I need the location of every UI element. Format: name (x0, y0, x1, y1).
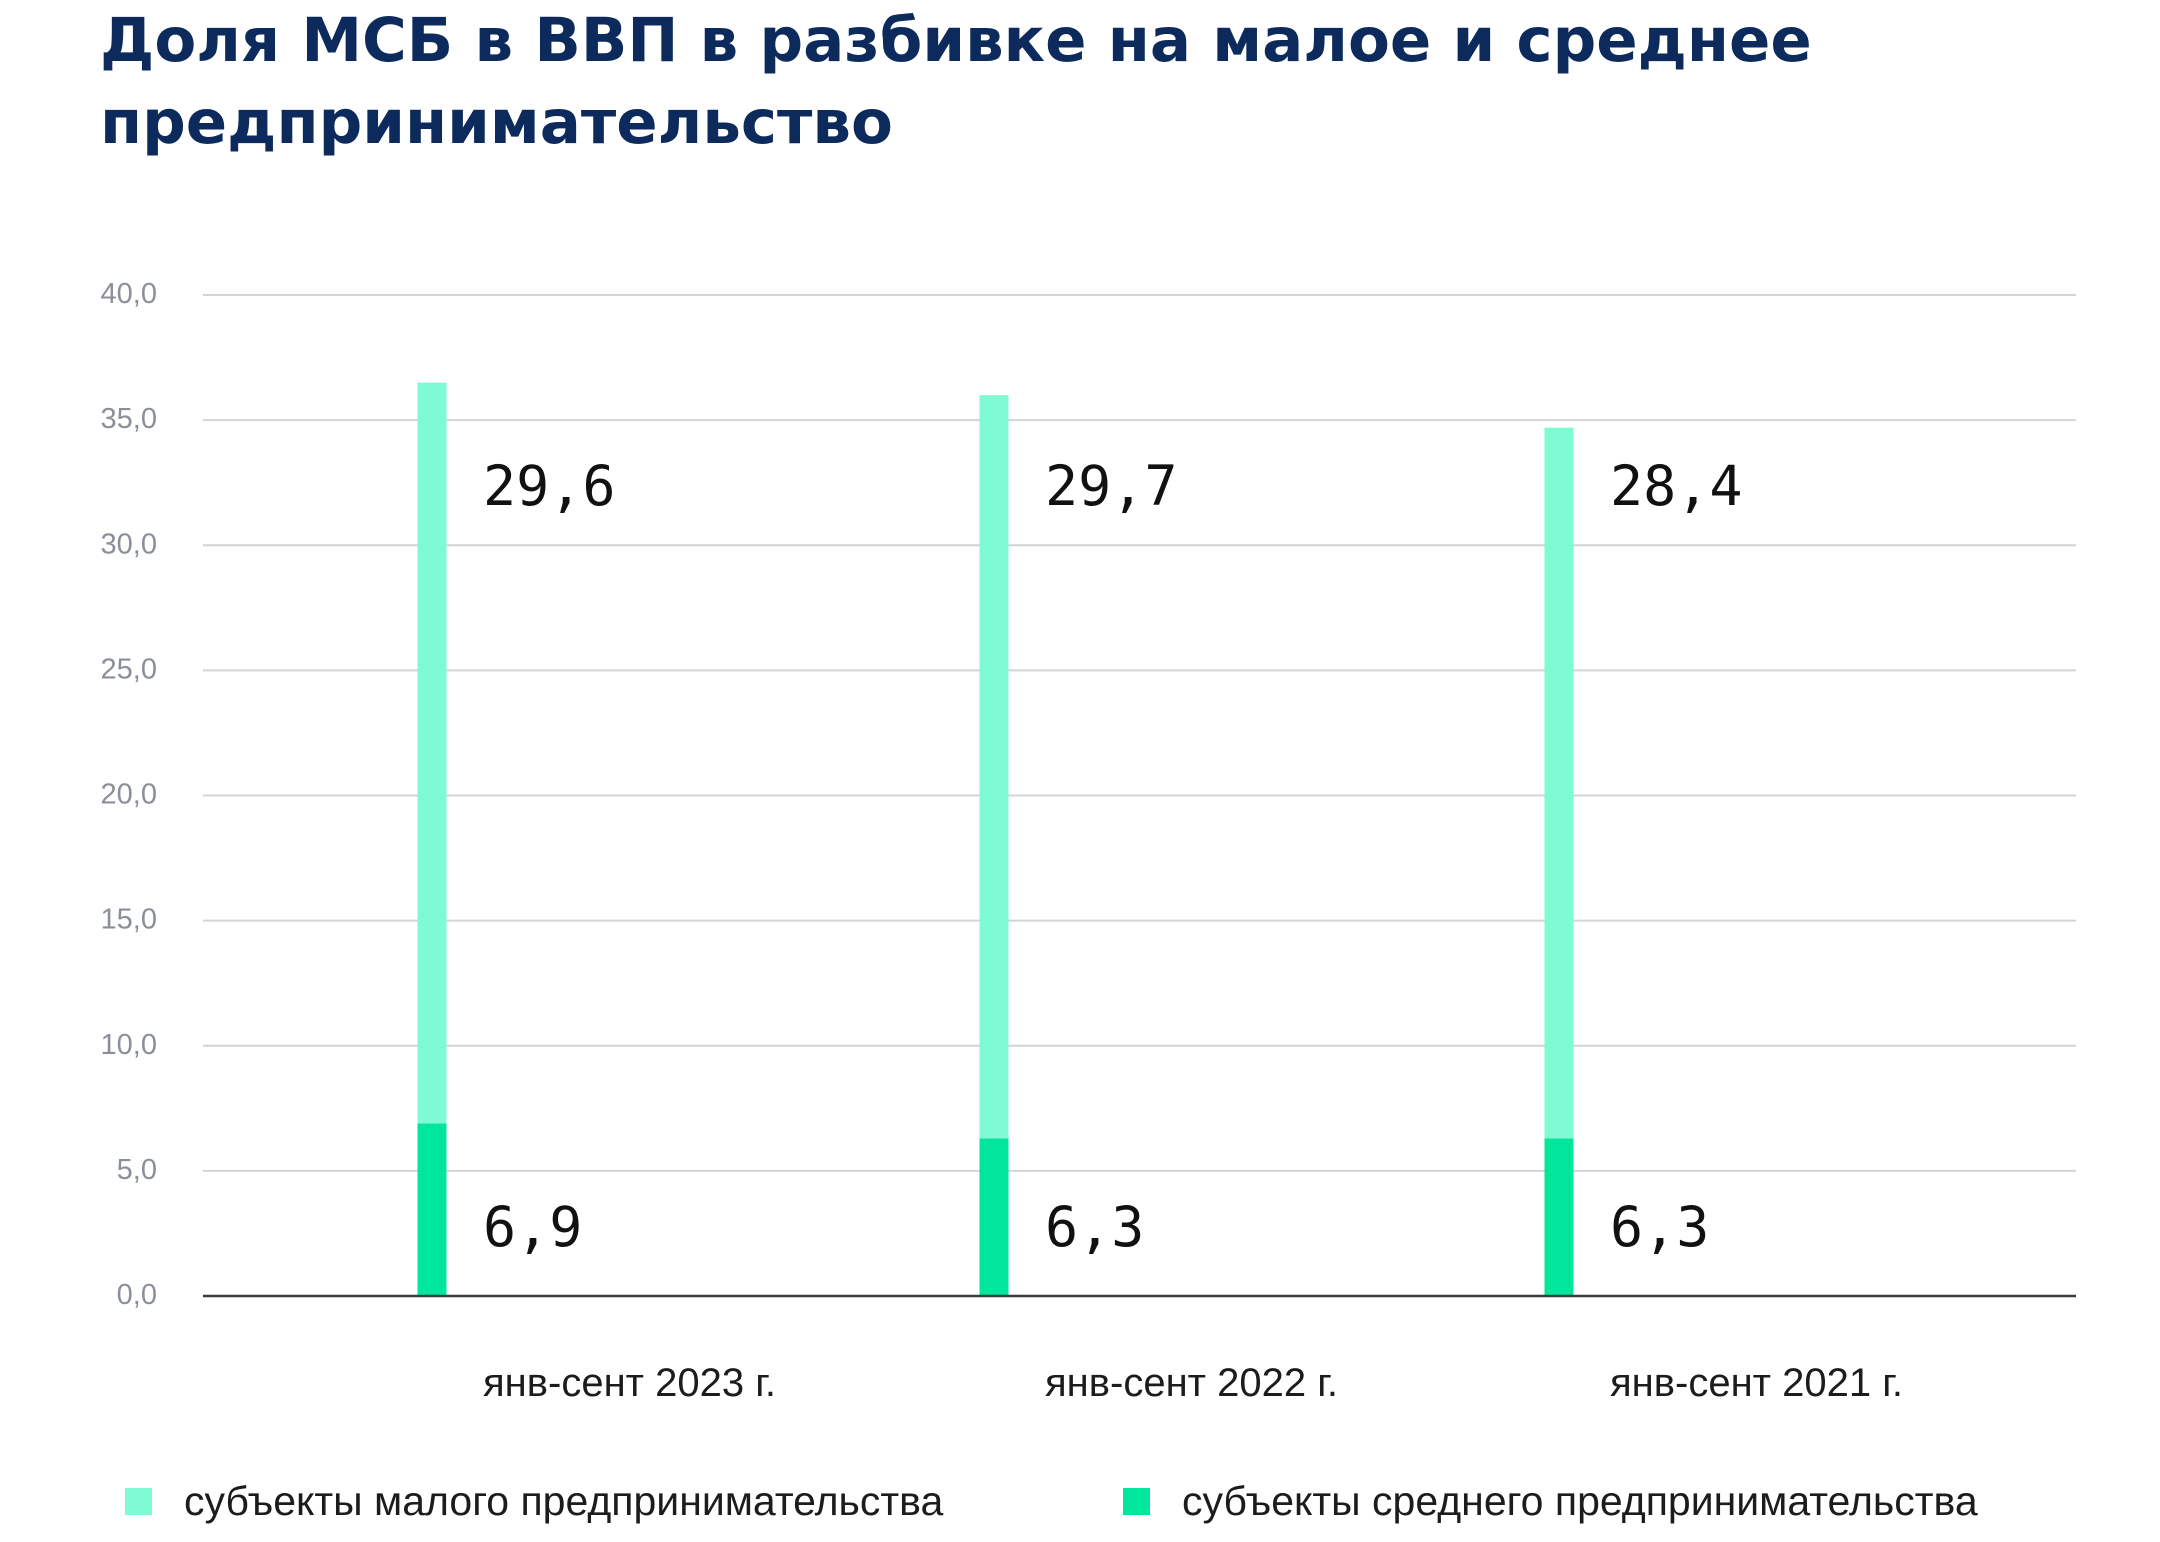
x-axis-tick-labels: янв-сент 2023 г. янв-сент 2022 г. янв-сент… (483, 1361, 1903, 1405)
data-label-small-business: 29,7 (1045, 454, 1177, 518)
bar-segment-medium-business (1544, 1138, 1574, 1296)
bar-segment-medium-business (979, 1138, 1009, 1296)
y-tick-label: 5,0 (117, 1154, 157, 1186)
legend-swatch-small-business (125, 1488, 152, 1515)
legend-swatch-medium-business (1123, 1488, 1150, 1515)
data-labels: 29,6 6,9 29,7 6,3 28,4 6,3 (483, 454, 1742, 1259)
y-tick-label: 25,0 (101, 653, 157, 685)
stacked-bar-chart: 0,0 5,0 10,0 15,0 20,0 25,0 30,0 35,0 40,0 29,6 6… (101, 278, 2076, 1405)
legend-item-small-business: субъекты малого предпринимательства (125, 1478, 943, 1525)
y-tick-label: 40,0 (101, 278, 157, 310)
data-label-small-business: 28,4 (1610, 454, 1742, 518)
y-tick-label: 20,0 (101, 779, 157, 811)
y-tick-label: 30,0 (101, 528, 157, 560)
x-tick-label: янв-сент 2023 г. (483, 1361, 776, 1405)
legend-label-medium-business: субъекты среднего предпринимательства (1182, 1478, 1978, 1524)
data-label-medium-business: 6,9 (483, 1195, 582, 1259)
bar-segment-small-business (417, 382, 447, 1124)
bars (417, 382, 1574, 1296)
legend-item-medium-business: субъекты среднего предпринимательства (1123, 1478, 1978, 1525)
legend-label-small-business: субъекты малого предпринимательства (184, 1478, 944, 1524)
bar-segment-small-business (1544, 427, 1574, 1139)
grid-lines (203, 294, 2076, 1172)
legend: субъекты малого предпринимательства субъ… (125, 1478, 2125, 1538)
y-tick-label: 10,0 (101, 1029, 157, 1061)
y-axis-tick-labels: 0,0 5,0 10,0 15,0 20,0 25,0 30,0 35,0 40,0 (101, 278, 157, 1311)
data-label-medium-business: 6,3 (1045, 1195, 1144, 1259)
bar-segment-small-business (979, 395, 1009, 1139)
y-tick-label: 0,0 (117, 1279, 157, 1311)
data-label-small-business: 29,6 (483, 454, 615, 518)
y-tick-label: 15,0 (101, 904, 157, 936)
x-tick-label: янв-сент 2021 г. (1610, 1361, 1903, 1405)
chart-title: Доля МСБ в ВВП в разбивке на малое и сре… (100, 5, 1812, 158)
data-label-medium-business: 6,3 (1610, 1195, 1709, 1259)
x-tick-label: янв-сент 2022 г. (1045, 1361, 1338, 1405)
bar-segment-medium-business (417, 1123, 447, 1296)
y-tick-label: 35,0 (101, 403, 157, 435)
